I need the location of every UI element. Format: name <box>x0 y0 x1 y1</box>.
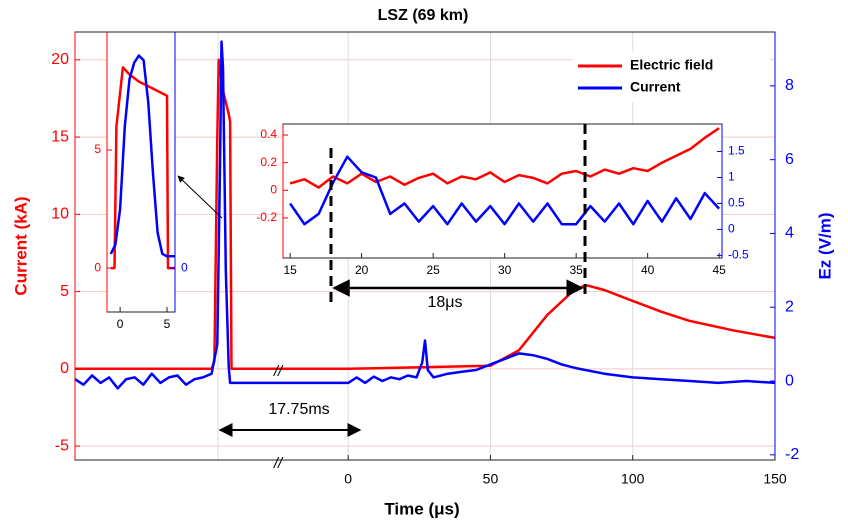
y-tick-label: 0 <box>270 182 277 196</box>
y2-tick-label: 0.5 <box>728 196 745 210</box>
x-tick-label: 0 <box>117 317 124 331</box>
y-tick-label: 0.2 <box>260 155 277 169</box>
y-tick-label: 5 <box>60 283 69 300</box>
x-tick-label: 25 <box>426 263 440 277</box>
plot-area <box>107 32 175 312</box>
x-tick-label: 15 <box>283 263 297 277</box>
y-tick-label: 20 <box>51 51 69 68</box>
annotation: // <box>273 363 284 380</box>
y2-tick-label: 4 <box>785 225 794 242</box>
x-tick-label: 30 <box>498 263 512 277</box>
y2-tick-label: 0 <box>785 372 794 389</box>
y-tick-label: 0 <box>60 360 69 377</box>
pointer-arrow <box>177 175 223 219</box>
y2-tick-label: -2 <box>785 446 799 463</box>
legend-label: Current <box>630 79 681 95</box>
y-tick-label: 5 <box>94 142 101 156</box>
y-tick-label: 15 <box>51 128 69 145</box>
chart-title: LSZ (69 km) <box>378 7 469 24</box>
y2-axis-label: Ez (V/m) <box>815 212 834 279</box>
y2-tick-label: -0.5 <box>728 248 749 262</box>
y-tick-label: -5 <box>55 437 69 454</box>
y2-tick-label: 6 <box>785 151 794 168</box>
x-axis-label: Time (μs) <box>384 499 459 518</box>
y2-tick-label: 2 <box>785 298 794 315</box>
y2-tick-label: 1 <box>728 170 735 184</box>
legend-box <box>572 52 770 102</box>
x-tick-label: 100 <box>621 471 645 487</box>
x-tick-label: 35 <box>569 263 583 277</box>
plot-area <box>283 124 722 258</box>
series-line <box>110 66 175 270</box>
x-tick-label: 0 <box>344 471 352 487</box>
y-tick-label: 0.4 <box>260 127 277 141</box>
series-line <box>74 40 776 390</box>
x-tick-label: 50 <box>483 471 499 487</box>
y2-tick-label: 1.5 <box>728 144 745 158</box>
x-tick-label: 20 <box>355 263 369 277</box>
y2-tick-label: 8 <box>785 77 794 94</box>
series-line <box>289 155 721 226</box>
x-tick-label: 45 <box>712 263 726 277</box>
annotation: 18μs <box>427 294 462 311</box>
x-tick-label: 150 <box>763 471 787 487</box>
y-tick-label: 10 <box>51 206 69 223</box>
series-line <box>289 127 720 189</box>
annotation: // <box>273 455 284 472</box>
y-axis-label: Current (kA) <box>11 196 30 295</box>
y-tick-label: -0.2 <box>256 210 277 224</box>
legend-label: Electric field <box>630 57 713 73</box>
series-line <box>109 54 175 258</box>
annotation: 17.75ms <box>268 401 329 418</box>
y2-tick-label: 0 <box>181 260 188 274</box>
x-tick-label: 5 <box>164 317 171 331</box>
y2-tick-label: 0 <box>728 222 735 236</box>
y-tick-label: 0 <box>94 260 101 274</box>
x-tick-label: 40 <box>641 263 655 277</box>
